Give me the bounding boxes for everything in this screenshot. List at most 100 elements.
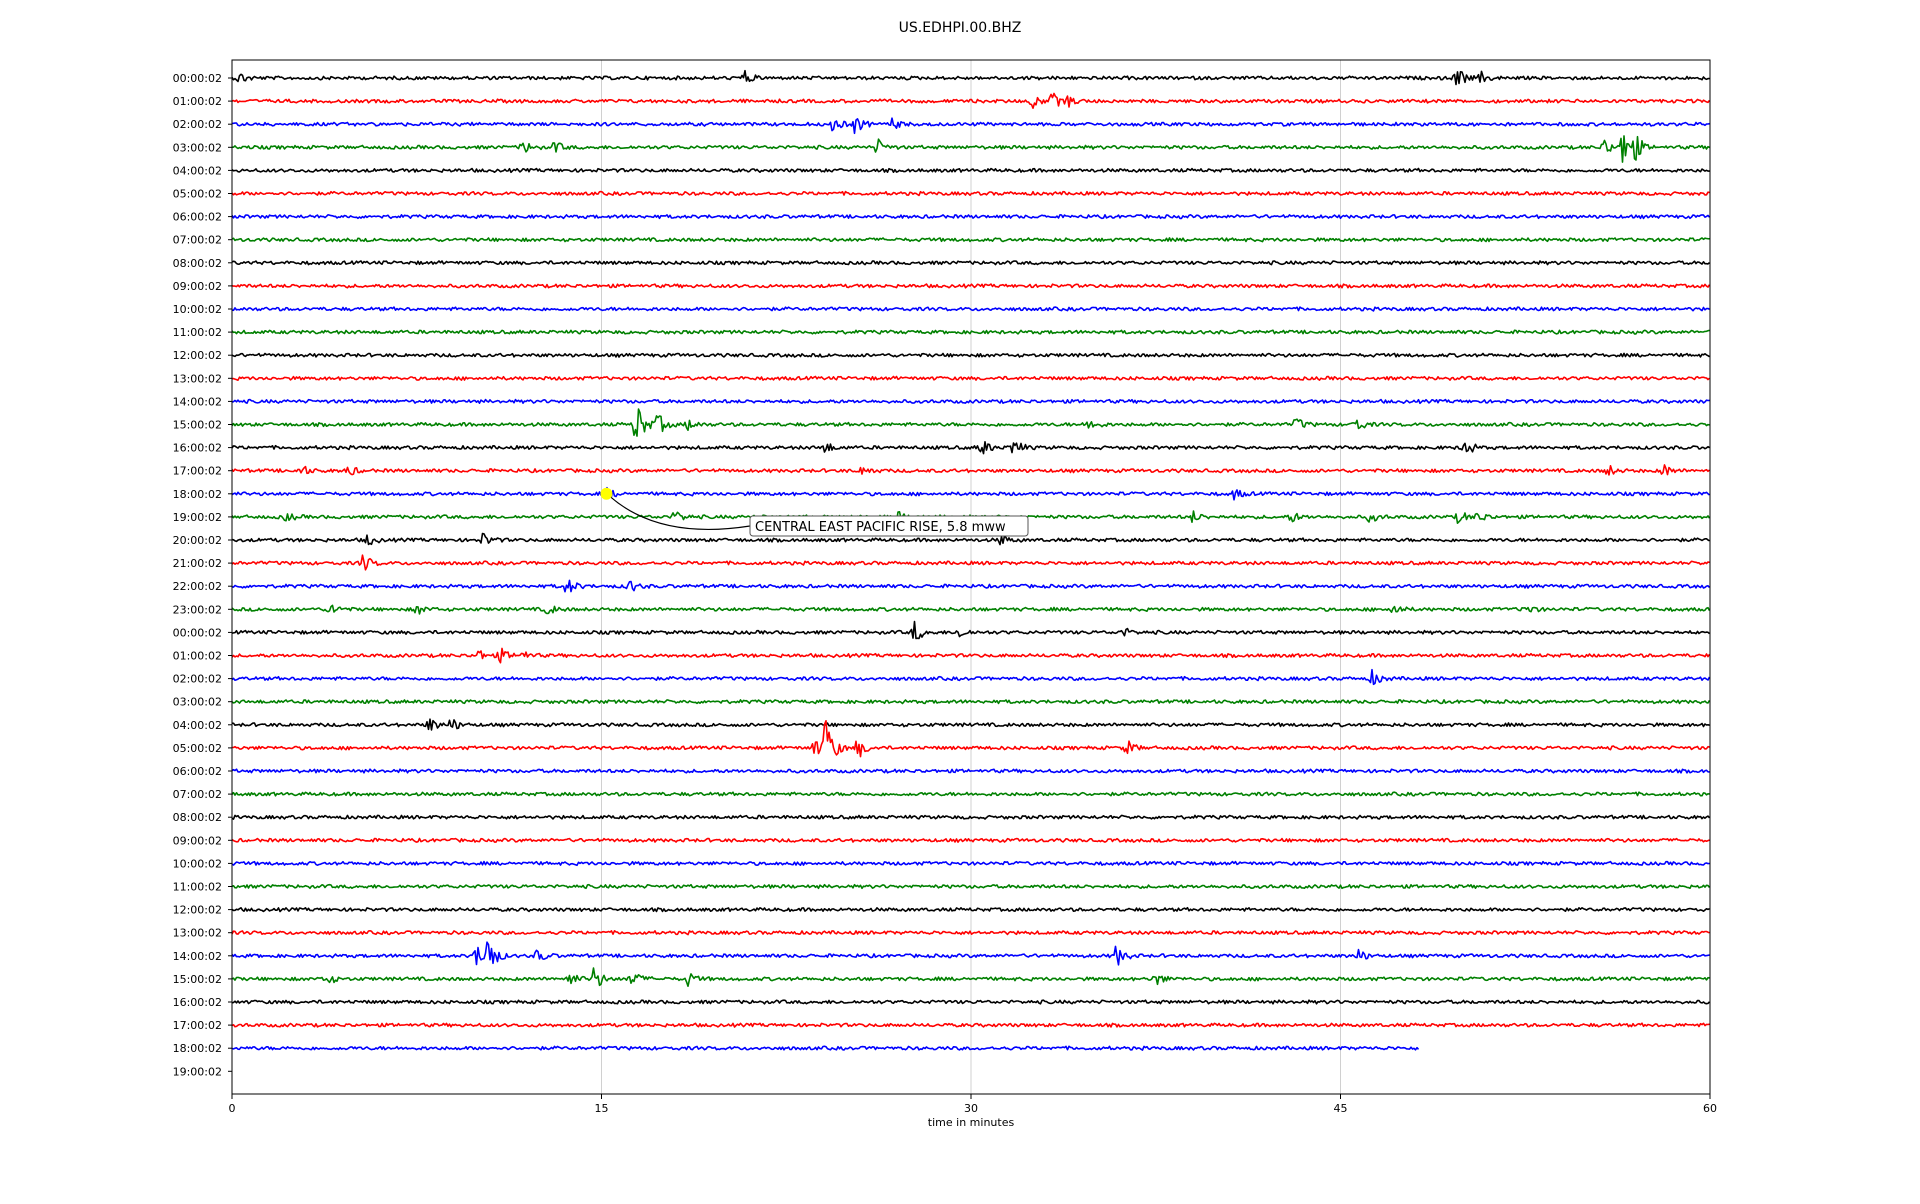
- seismic-trace: [231, 237, 1710, 243]
- seismic-trace: [231, 930, 1710, 936]
- seismic-trace: [231, 699, 1711, 705]
- row-time-label: 09:00:02: [173, 280, 222, 293]
- seismic-trace: [231, 306, 1710, 312]
- row-time-label: 14:00:02: [173, 395, 222, 408]
- row-time-label: 15:00:02: [173, 419, 222, 432]
- event-marker-star: [600, 487, 613, 500]
- row-time-label: 04:00:02: [173, 719, 222, 732]
- seismic-trace: [231, 579, 1711, 593]
- seismic-trace: [231, 647, 1711, 664]
- seismic-trace: [231, 941, 1710, 966]
- row-time-label: 11:00:02: [173, 881, 222, 894]
- seismic-trace: [231, 554, 1710, 571]
- annotation-text: CENTRAL EAST PACIFIC RISE, 5.8 mww: [755, 520, 1006, 535]
- seismic-trace: [231, 814, 1711, 820]
- row-time-label: 16:00:02: [173, 442, 222, 455]
- row-time-label: 06:00:02: [173, 765, 222, 778]
- seismic-trace: [231, 768, 1710, 774]
- row-time-label: 12:00:02: [173, 904, 222, 917]
- row-time-label: 18:00:02: [173, 488, 222, 501]
- row-time-label: 07:00:02: [173, 788, 222, 801]
- annotation-box: [749, 515, 1029, 537]
- seismic-trace: [231, 486, 1710, 501]
- seismic-trace: [231, 532, 1710, 546]
- x-tick-label: 0: [229, 1102, 236, 1115]
- event-annotation: CENTRAL EAST PACIFIC RISE, 5.8 mww: [600, 487, 1029, 537]
- trace-group: [231, 69, 1711, 1051]
- x-tick-label: 30: [964, 1102, 978, 1115]
- row-time-label: 05:00:02: [173, 742, 222, 755]
- seismic-trace: [231, 620, 1711, 640]
- seismic-trace: [231, 214, 1711, 220]
- row-time-label: 04:00:02: [173, 164, 222, 177]
- x-tick-label: 15: [595, 1102, 609, 1115]
- row-time-label: 07:00:02: [173, 234, 222, 247]
- row-time-label: 00:00:02: [173, 72, 222, 85]
- x-axis-label: time in minutes: [928, 1116, 1015, 1129]
- seismic-trace: [231, 1022, 1710, 1028]
- row-time-label: 21:00:02: [173, 557, 222, 570]
- row-time-label: 08:00:02: [173, 811, 222, 824]
- seismic-trace: [231, 329, 1710, 335]
- row-time-label: 11:00:02: [173, 326, 222, 339]
- seismic-trace: [231, 117, 1710, 135]
- seismic-trace: [231, 791, 1710, 797]
- seismic-trace: [231, 906, 1710, 913]
- x-ticks: 0 15 30 45 60: [229, 1094, 1717, 1115]
- row-time-label: 05:00:02: [173, 188, 222, 201]
- seismic-trace: [231, 260, 1711, 266]
- row-time-label: 19:00:02: [173, 1065, 222, 1078]
- row-time-label: 06:00:02: [173, 211, 222, 224]
- row-time-label: 23:00:02: [173, 603, 222, 616]
- row-time-label: 16:00:02: [173, 996, 222, 1009]
- seismic-trace: [231, 464, 1711, 476]
- plot-frame: [231, 59, 1711, 1095]
- row-time-label: 10:00:02: [173, 303, 222, 316]
- row-time-label: 09:00:02: [173, 834, 222, 847]
- row-time-label: 03:00:02: [173, 696, 222, 709]
- row-time-label: 01:00:02: [173, 95, 222, 108]
- x-tick-label: 60: [1703, 1102, 1717, 1115]
- seismic-trace: [231, 999, 1711, 1005]
- seismic-trace: [231, 167, 1710, 174]
- seismic-trace: [231, 352, 1710, 358]
- row-time-label: 02:00:02: [173, 118, 222, 131]
- seismic-trace: [231, 718, 1710, 731]
- seismic-trace: [231, 92, 1711, 109]
- seismic-trace: [231, 375, 1711, 381]
- seismic-trace: [231, 668, 1711, 686]
- seismic-trace: [232, 135, 1710, 163]
- row-time-label: 19:00:02: [173, 511, 222, 524]
- seismic-trace: [231, 398, 1710, 405]
- seismic-trace: [231, 441, 1710, 455]
- row-time-label: 13:00:02: [173, 372, 222, 385]
- seismic-trace: [231, 837, 1710, 843]
- seismic-trace: [232, 720, 1710, 758]
- row-time-label: 22:00:02: [173, 580, 222, 593]
- row-time-label: 00:00:02: [173, 626, 222, 639]
- row-time-label: 14:00:02: [173, 950, 222, 963]
- row-time-label: 18:00:02: [173, 1042, 222, 1055]
- seismic-trace: [231, 408, 1710, 437]
- grid-lines: [601, 60, 1341, 1094]
- seismic-trace: [231, 860, 1710, 867]
- seismic-trace: [231, 283, 1711, 289]
- seismic-trace: [231, 883, 1711, 890]
- seismic-trace: [231, 604, 1711, 615]
- row-time-label: 15:00:02: [173, 973, 222, 986]
- seismic-trace: [231, 967, 1710, 987]
- annotation-connector: [610, 496, 751, 531]
- row-time-label: 17:00:02: [173, 465, 222, 478]
- row-time-label: 10:00:02: [173, 857, 222, 870]
- row-time-label: 08:00:02: [173, 257, 222, 270]
- row-time-label: 12:00:02: [173, 349, 222, 362]
- row-time-label: 20:00:02: [173, 534, 222, 547]
- chart-title: US.EDHPI.00.BHZ: [899, 20, 1022, 36]
- row-time-label: 03:00:02: [173, 141, 222, 154]
- seismic-trace: [231, 190, 1710, 197]
- y-tick-labels: 00:00:02 01:00:02 02:00:02 03:00:02 04:00:02…: [173, 72, 232, 1078]
- row-time-label: 17:00:02: [173, 1019, 222, 1032]
- seismic-trace: [231, 1045, 1420, 1051]
